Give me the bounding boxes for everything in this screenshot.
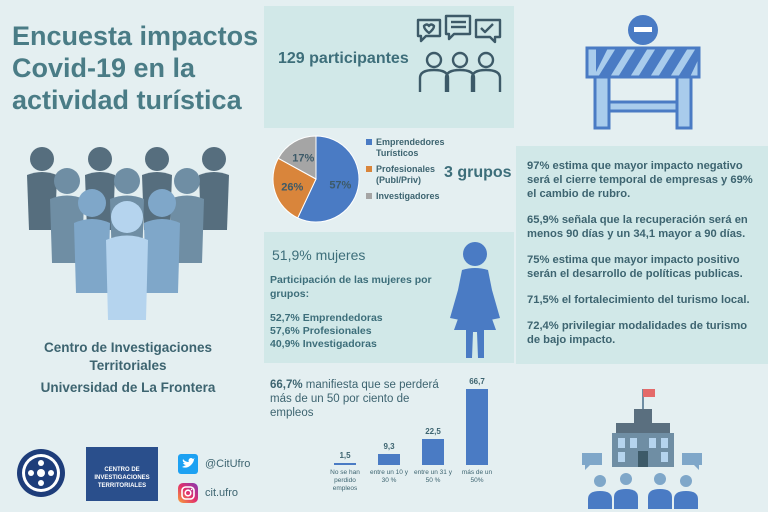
bar: [466, 388, 488, 465]
bar-category-label: No se han perdido empleos: [330, 469, 360, 492]
women-line: 40,9% Investigadoras: [270, 338, 377, 350]
employment-headline-percent: 66,7%: [270, 379, 303, 391]
legend-swatch: [366, 166, 372, 172]
women-list: 52,7% Emprendedoras 57,6% Profesionales …: [270, 312, 383, 351]
women-subtitle: Participación de las mujeres por grupos:: [270, 274, 432, 300]
women-headline: 51,9% mujeres: [272, 247, 366, 263]
legend-swatch: [366, 193, 372, 199]
pie-slice-label: 57%: [329, 179, 351, 191]
finding-text: 72,4% privilegiar modalidades de turismo…: [527, 320, 748, 346]
twitter-handle[interactable]: @CitUfro: [205, 458, 251, 470]
employment-headline: 66,7% manifiesta que se perderá más de u…: [270, 378, 450, 420]
logo-line-2: INVESTIGACIONES: [94, 475, 150, 481]
title-line-3: actividad turística: [12, 85, 242, 115]
woman-icon: [450, 242, 500, 358]
bar-category-label: entre un 31 y 50 %: [414, 469, 452, 484]
university-name: Universidad de La Frontera: [40, 380, 216, 395]
women-line: 52,7% Emprendedoras: [270, 312, 383, 324]
title-line-1: Encuesta impactos: [12, 21, 259, 51]
women-panel: 51,9% mujeres Participación de las mujer…: [264, 232, 514, 363]
title-line-2: Covid-19 en la: [12, 53, 196, 83]
logo-line-3: TERRITORIALES: [97, 483, 147, 489]
pie-slice-label: 17%: [292, 153, 314, 165]
employment-headline-text: manifiesta que se perderá más de un 50 p…: [270, 379, 439, 419]
legend-item: Emprendedores Turísticos: [366, 137, 456, 159]
finding-text: 75% estima que mayor impacto positivo se…: [527, 254, 743, 280]
employment-panel: 66,7% manifiesta que se perderá más de u…: [264, 368, 514, 512]
finding-text: 65,9% señala que la recuperación será en…: [527, 214, 748, 240]
pie-legend: Emprendedores Turísticos Profesionales (…: [366, 137, 456, 207]
survey-group-icon: [416, 14, 502, 92]
women-line: 57,6% Profesionales: [270, 325, 372, 337]
groups-count: 3 grupos: [444, 164, 512, 181]
university-seal-icon: [17, 449, 65, 497]
bar-value-label: 66,7: [469, 376, 485, 386]
findings-panel: 97% estima que mayor impacto negativo se…: [516, 146, 768, 364]
cit-logo: CENTRO DE INVESTIGACIONES TERRITORIALES: [86, 447, 158, 501]
bar-category-label: más de un 50%: [461, 469, 493, 484]
participants-panel: 129 participantes: [264, 6, 514, 128]
page-title: Encuesta impactos Covid-19 en la activid…: [12, 20, 262, 116]
legend-label: Emprendedores Turísticos: [376, 137, 445, 158]
legend-item: Investigadores: [366, 191, 456, 202]
instagram-icon[interactable]: [178, 483, 198, 503]
bar: [334, 463, 356, 465]
instagram-handle[interactable]: cit.ufro: [205, 487, 239, 499]
legend-swatch: [366, 139, 372, 145]
participants-count: 129 participantes: [278, 50, 409, 67]
road-barrier-icon: [585, 15, 701, 130]
bar: [378, 454, 400, 465]
pie-slice-0: [297, 135, 360, 223]
legend-label: Profesionales (Publ/Priv): [376, 164, 436, 185]
finding-text: 97% estima que mayor impacto negativo se…: [527, 160, 753, 200]
center-name: Centro de Investigaciones Territoriales: [43, 340, 213, 373]
bar-category-label: entre un 10 y 30 %: [370, 469, 408, 484]
logo-line-1: CENTRO DE: [104, 467, 140, 473]
finding-text: 71,5% el fortalecimiento del turismo loc…: [527, 294, 750, 306]
pie-slice-2: [277, 135, 317, 180]
employment-bar-chart: 1,5 No se han perdido empleos 9,3 entre un …: [264, 368, 514, 512]
groups-pie-chart: 57% 26% 17%: [272, 135, 360, 223]
groups-panel: 57% 26% 17% Emprendedores Turísticos Profe…: [264, 133, 514, 228]
bar-value-label: 1,5: [339, 451, 351, 460]
bar: [422, 439, 444, 465]
bar-value-label: 22,5: [425, 427, 441, 437]
twitter-icon[interactable]: [178, 454, 198, 474]
crowd-people-icon: [27, 147, 229, 320]
legend-item: Profesionales (Publ/Priv): [366, 164, 456, 186]
pie-slice-label: 26%: [281, 182, 303, 194]
bar-value-label: 9,3: [383, 442, 395, 452]
legend-label: Investigadores: [376, 191, 440, 201]
university-building-icon: [582, 389, 702, 509]
